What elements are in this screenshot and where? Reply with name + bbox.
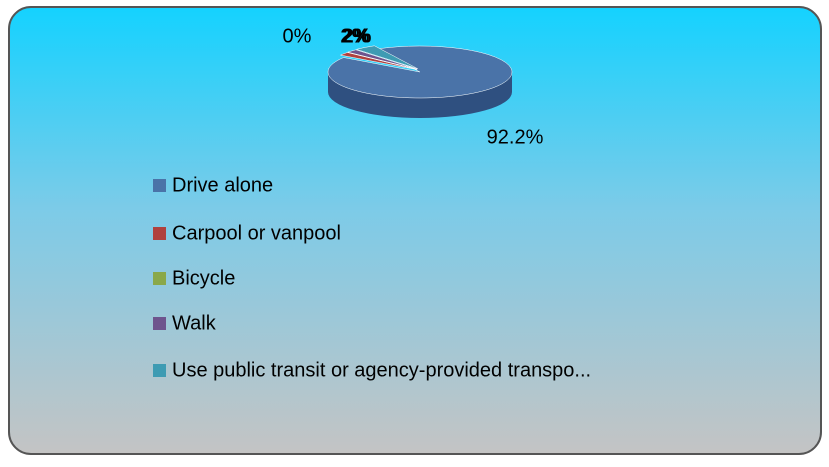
pie-slice (339, 52, 417, 70)
pie-slice (346, 49, 418, 70)
pie-slice (327, 45, 513, 99)
legend-label: Bicycle (172, 267, 235, 289)
legend-label: Carpool or vanpool (172, 222, 341, 244)
data-label: 92.2% (487, 126, 544, 148)
legend-swatch (153, 179, 166, 192)
legend-swatch (153, 227, 166, 240)
legend-swatch (153, 317, 166, 330)
data-label: 0% (283, 25, 312, 47)
pie-slice (355, 45, 418, 69)
pie-side (328, 72, 512, 118)
legend-label: Walk (172, 312, 217, 334)
data-label: 2% (341, 25, 370, 47)
legend-label: Use public transit or agency-provided tr… (172, 359, 591, 381)
data-label: 2% (343, 25, 372, 47)
chart-frame (8, 6, 822, 455)
legend-swatch (153, 364, 166, 377)
legend-swatch (153, 272, 166, 285)
legend-label: Drive alone (172, 174, 273, 196)
